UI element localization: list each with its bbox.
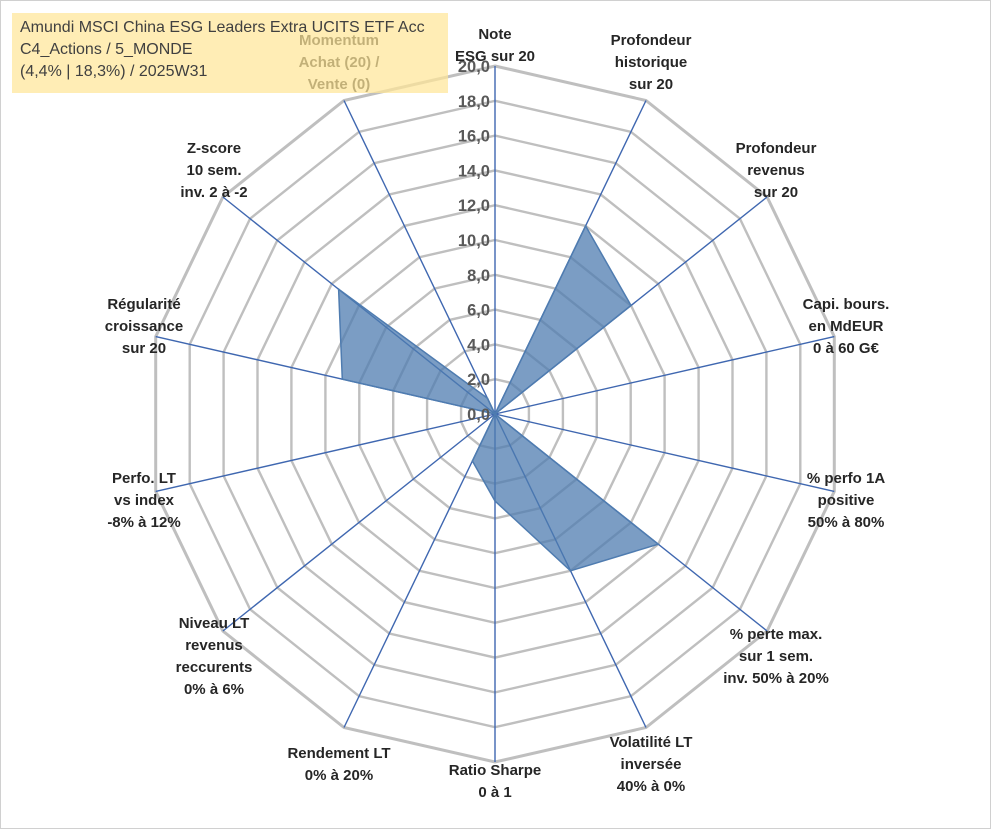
radar-data-point [494, 500, 496, 502]
axis-label-line: sur 20 [628, 76, 674, 93]
radial-tick-label: 20,0 [458, 58, 490, 76]
axis-label: % perfo 1A positive 50% à 80% [807, 468, 885, 534]
radar-series-area [337, 224, 660, 572]
axis-label: Note ESG sur 20 [455, 24, 535, 68]
radar-spoke [155, 413, 496, 493]
radial-tick-labels: 0,0 2,0 4,0 6,0 8,0 10,0 12,0 14,0 16,0 18,0 20,0 [458, 58, 490, 424]
radar-data-point [569, 570, 572, 572]
axis-label: Niveau LT revenus reccurents 0% à 6% [176, 613, 253, 701]
axis-label-line: reccurents [175, 659, 253, 676]
axis-label-line: Rendement LT [287, 745, 391, 762]
axis-label-line: croissance [104, 318, 184, 335]
axis-label-line: ESG sur 20 [454, 48, 536, 65]
chart-title: Amundi MSCI China ESG Leaders Extra UCIT… [20, 19, 425, 36]
chart-subtitle-line: C4_Actions / 5_MONDE [20, 41, 193, 58]
radial-tick-label: 0,0 [467, 406, 490, 424]
radar-data-point [337, 288, 340, 291]
axis-label-line: en MdEUR [808, 318, 884, 335]
axis-label-line: Ratio Sharpe [448, 762, 542, 779]
axis-label: Régularité croissance sur 20 [105, 294, 183, 360]
radar-spoke [494, 413, 835, 493]
radial-tick-label: 10,0 [458, 232, 490, 250]
axis-label-line: revenus [185, 637, 243, 654]
axis-label-line: historique [614, 54, 688, 71]
radar-data-point [494, 413, 496, 415]
axis-label-line: inv. 50% à 20% [723, 670, 829, 687]
axis-label-line: sur 20 [753, 184, 799, 201]
axis-label: Capi. bours. en MdEUR 0 à 60 G€ [803, 294, 890, 360]
radial-tick-label: 14,0 [458, 162, 490, 180]
radar-series [337, 224, 660, 572]
axis-label-line: 0 à 60 G€ [813, 340, 879, 357]
axis-label-line: positive [817, 492, 875, 509]
axis-label: Profondeur historique sur 20 [611, 30, 692, 96]
axis-label-line: % perte max. [729, 626, 823, 643]
axis-label-line: Profondeur [735, 140, 817, 157]
radar-data-point [341, 378, 344, 381]
axis-label-line: Volatilité LT [609, 734, 693, 751]
radial-tick-label: 16,0 [458, 128, 490, 146]
radar-data-point [486, 397, 489, 400]
radar-data-point [471, 460, 474, 462]
axis-label-line: sur 20 [121, 340, 167, 357]
radar-data-point [584, 225, 587, 227]
axis-label-line: 0% à 20% [304, 767, 374, 784]
axis-label-line: 50% à 80% [807, 514, 885, 531]
axis-label: Perfo. LT vs index -8% à 12% [107, 468, 180, 534]
axis-label-line: 40% à 0% [616, 778, 686, 795]
axis-label: Profondeur revenus sur 20 [736, 138, 817, 204]
axis-label-line: % perfo 1A [806, 470, 886, 487]
axis-label-line: revenus [747, 162, 805, 179]
radar-data-point [657, 543, 659, 545]
axis-label-line: Z-score [186, 140, 242, 157]
axis-label-line: inv. 2 à -2 [180, 184, 248, 201]
radar-data-point [630, 304, 632, 307]
axis-label-line: Perfo. LT [112, 470, 176, 487]
axis-label-line: 0 à 1 [478, 784, 512, 801]
radial-tick-label: 6,0 [467, 302, 490, 320]
axis-label-line: Note [478, 26, 512, 43]
axis-label: Volatilité LT inversée 40% à 0% [610, 732, 693, 798]
radar-spoke [343, 413, 496, 728]
radial-tick-label: 4,0 [467, 336, 490, 354]
axis-label-line: -8% à 12% [107, 514, 181, 531]
axis-label-line: 0% à 6% [183, 681, 245, 698]
radar-spoke [494, 335, 835, 415]
axis-label-line: Capi. bours. [802, 296, 890, 313]
axis-label: Rendement LT 0% à 20% [287, 743, 390, 787]
chart-title-box: Amundi MSCI China ESG Leaders Extra UCIT… [12, 13, 448, 93]
axis-label-line: sur 1 sem. [738, 648, 814, 665]
axis-label-line: Régularité [107, 296, 181, 313]
axis-label-line: inversée [620, 756, 682, 773]
axis-label: Ratio Sharpe 0 à 1 [449, 760, 542, 804]
axis-label-line: 10 sem. [186, 162, 242, 179]
axis-label-line: Niveau LT [178, 615, 250, 632]
radial-tick-label: 2,0 [467, 371, 490, 389]
chart-subtitle-line: (4,4% | 18,3%) / 2025W31 [20, 63, 208, 80]
axis-label-line: Profondeur [610, 32, 692, 49]
axis-label: % perte max. sur 1 sem. inv. 50% à 20% [723, 624, 829, 690]
radial-tick-label: 18,0 [458, 93, 490, 111]
radial-tick-label: 12,0 [458, 197, 490, 215]
radar-spoke [222, 413, 496, 632]
axis-label-line: vs index [113, 492, 175, 509]
radial-tick-label: 8,0 [467, 267, 490, 285]
axis-label: Z-score 10 sem. inv. 2 à -2 [180, 138, 247, 204]
radar-spoke [343, 100, 496, 415]
